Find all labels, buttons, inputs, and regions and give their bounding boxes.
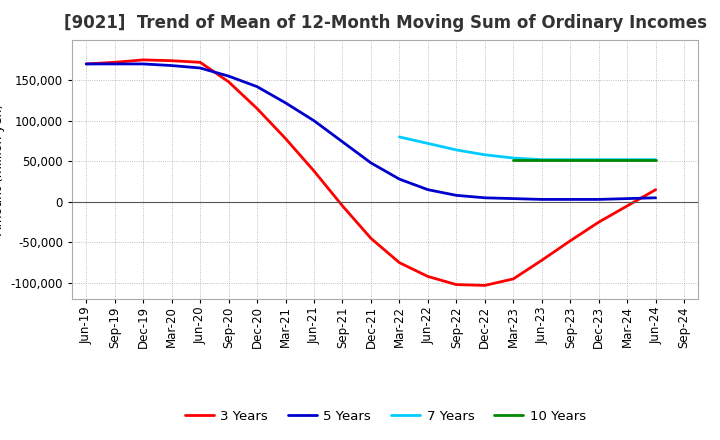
- 3 Years: [509, 276, 518, 282]
- 3 Years: [480, 283, 489, 288]
- 7 Years: [623, 157, 631, 162]
- 7 Years: [395, 134, 404, 139]
- 5 Years: [537, 197, 546, 202]
- 5 Years: [196, 66, 204, 71]
- 3 Years: [338, 203, 347, 209]
- 5 Years: [225, 73, 233, 79]
- 3 Years: [366, 236, 375, 241]
- 5 Years: [253, 84, 261, 89]
- 10 Years: [623, 157, 631, 162]
- 3 Years: [623, 203, 631, 209]
- 5 Years: [139, 61, 148, 66]
- 7 Years: [537, 157, 546, 162]
- 5 Years: [509, 196, 518, 201]
- 7 Years: [423, 141, 432, 146]
- 5 Years: [395, 176, 404, 182]
- 3 Years: [595, 220, 603, 225]
- 3 Years: [82, 61, 91, 66]
- 3 Years: [282, 136, 290, 141]
- 3 Years: [652, 187, 660, 192]
- 3 Years: [310, 169, 318, 174]
- 5 Years: [423, 187, 432, 192]
- 7 Years: [566, 157, 575, 162]
- 5 Years: [366, 160, 375, 165]
- Line: 3 Years: 3 Years: [86, 60, 656, 286]
- 3 Years: [537, 258, 546, 263]
- 5 Years: [282, 100, 290, 106]
- 5 Years: [652, 195, 660, 201]
- 3 Years: [196, 60, 204, 65]
- 3 Years: [167, 58, 176, 63]
- 5 Years: [338, 139, 347, 144]
- 7 Years: [509, 155, 518, 161]
- 10 Years: [652, 157, 660, 162]
- 7 Years: [652, 157, 660, 162]
- 5 Years: [110, 61, 119, 66]
- 7 Years: [452, 147, 461, 153]
- 5 Years: [595, 197, 603, 202]
- 3 Years: [566, 238, 575, 243]
- 3 Years: [253, 106, 261, 111]
- 5 Years: [480, 195, 489, 201]
- 5 Years: [310, 118, 318, 123]
- 3 Years: [139, 57, 148, 62]
- 10 Years: [595, 157, 603, 162]
- 3 Years: [395, 260, 404, 265]
- Legend: 3 Years, 5 Years, 7 Years, 10 Years: 3 Years, 5 Years, 7 Years, 10 Years: [179, 404, 591, 428]
- 5 Years: [82, 61, 91, 66]
- 3 Years: [110, 60, 119, 65]
- Line: 5 Years: 5 Years: [86, 64, 656, 199]
- 7 Years: [595, 157, 603, 162]
- 5 Years: [167, 63, 176, 68]
- Title: [9021]  Trend of Mean of 12-Month Moving Sum of Ordinary Incomes: [9021] Trend of Mean of 12-Month Moving …: [63, 15, 707, 33]
- 10 Years: [537, 157, 546, 162]
- 3 Years: [225, 79, 233, 84]
- 10 Years: [509, 157, 518, 162]
- 5 Years: [623, 196, 631, 201]
- Y-axis label: Amount (million yen): Amount (million yen): [0, 104, 5, 235]
- Line: 7 Years: 7 Years: [400, 137, 656, 160]
- 5 Years: [566, 197, 575, 202]
- 3 Years: [452, 282, 461, 287]
- 7 Years: [480, 152, 489, 158]
- 10 Years: [566, 157, 575, 162]
- 5 Years: [452, 193, 461, 198]
- 3 Years: [423, 274, 432, 279]
